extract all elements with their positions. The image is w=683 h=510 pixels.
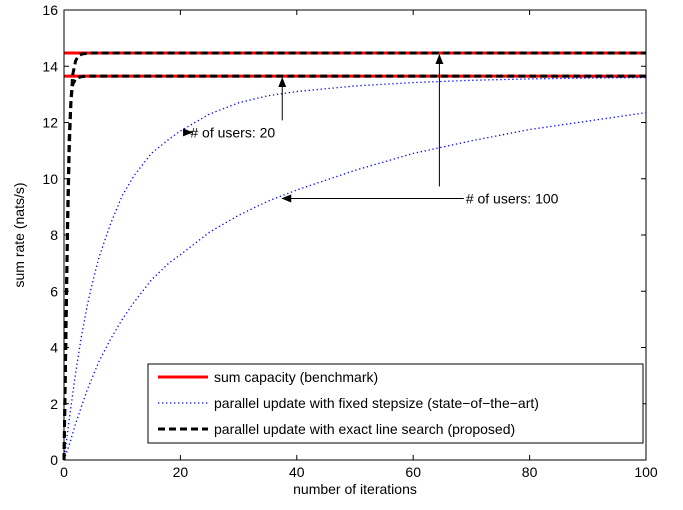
legend-label: parallel update with fixed stepsize (sta… (214, 395, 539, 411)
series-line-dotted (63, 76, 647, 461)
x-tick-label: 60 (405, 464, 421, 480)
x-tick-label: 40 (289, 464, 305, 480)
y-tick-label: 8 (50, 227, 58, 243)
y-tick-label: 14 (42, 58, 58, 74)
legend-label: sum capacity (benchmark) (214, 369, 378, 385)
y-tick-label: 0 (50, 452, 58, 468)
y-tick-label: 4 (50, 340, 58, 356)
x-tick-label: 0 (60, 464, 68, 480)
y-axis-label: sum rate (nats/s) (11, 182, 27, 287)
series-line-dashed (62, 74, 646, 461)
x-tick-label: 20 (173, 464, 189, 480)
series-layer (62, 51, 647, 461)
ticks-layer: 0 20 40 60 80 100 0 2 4 6 8 10 12 14 16 (42, 2, 657, 480)
legend-items: sum capacity (benchmark) parallel update … (158, 369, 539, 437)
annotation-label: # of users: 20 (190, 124, 275, 140)
legend: sum capacity (benchmark) parallel update … (147, 363, 644, 444)
annotation-label: # of users: 100 (466, 190, 559, 206)
x-tick-label: 80 (522, 464, 538, 480)
series-line-dotted (63, 112, 647, 461)
y-tick-label: 10 (42, 171, 58, 187)
annotations-layer: # of users: 20 # of users: 100 (183, 54, 559, 206)
x-tick-label: 100 (634, 464, 658, 480)
legend-box (147, 363, 644, 444)
legend-label: parallel update with exact line search (… (214, 421, 515, 437)
y-tick-label: 2 (50, 396, 58, 412)
y-tick-label: 6 (50, 283, 58, 299)
y-tick-label: 16 (42, 2, 58, 18)
y-tick-label: 12 (42, 115, 58, 131)
x-axis-label: number of iterations (293, 481, 417, 497)
